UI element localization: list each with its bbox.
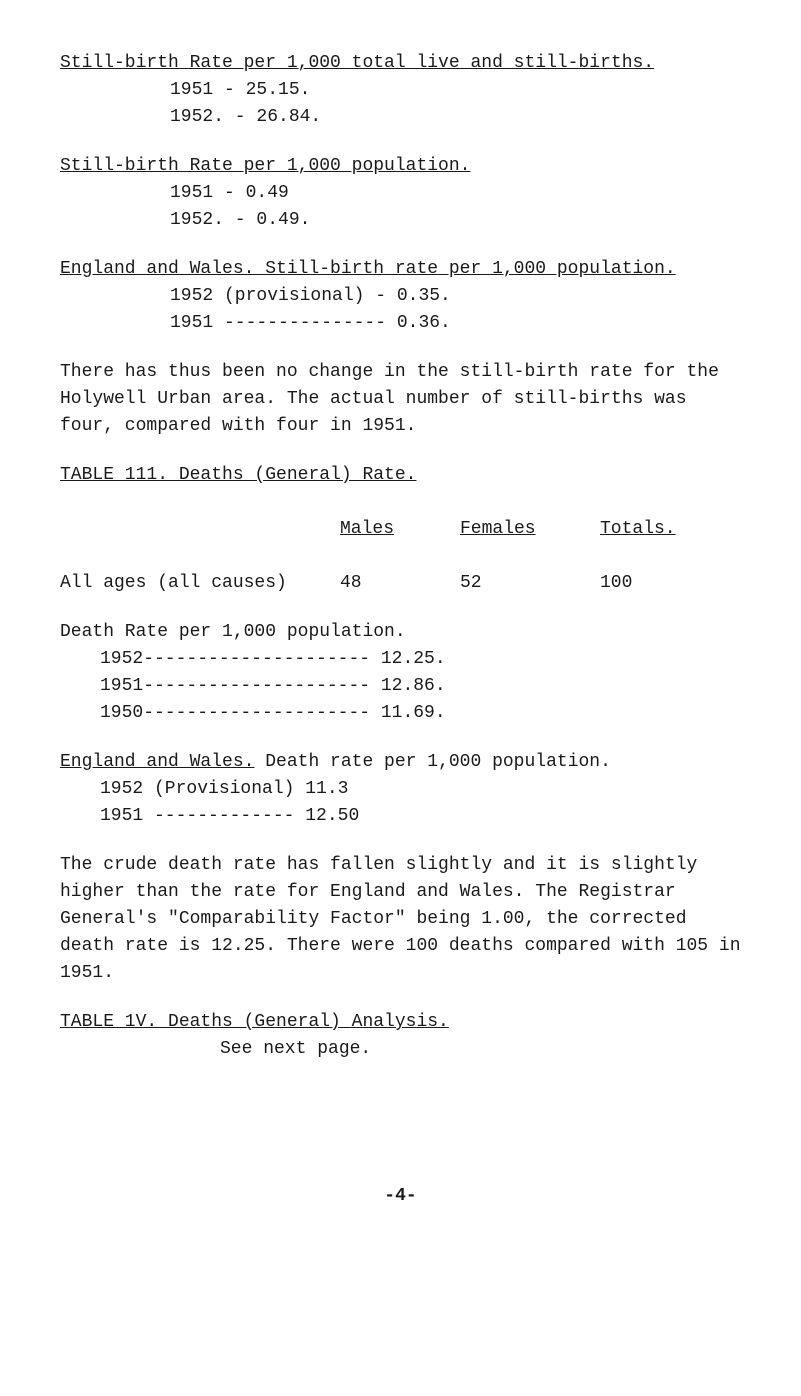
table-heading: TABLE 111. Deaths (General) Rate. [60,462,741,489]
table-header-row: Males Females Totals. [60,516,741,543]
cell-females: 52 [460,570,600,597]
heading-text: Still-birth Rate per 1,000 population. [60,156,470,176]
data-line: 1950--------------------- 11.69. [100,700,741,727]
heading-rest: Death rate per 1,000 population. [254,752,610,772]
data-line: 1952 (provisional) - 0.35. [170,283,741,310]
data-line: 1951 --------------- 0.36. [170,310,741,337]
data-line: 1951 ------------- 12.50 [100,803,741,830]
data-line: 1951--------------------- 12.86. [100,673,741,700]
cell-totals: 100 [600,570,720,597]
cell-males: 48 [340,570,460,597]
data-line: 1951 - 0.49 [170,180,741,207]
row-label: All ages (all causes) [60,570,340,597]
col-header-males: Males [340,519,394,539]
data-line: 1952 (Provisional) 11.3 [100,776,741,803]
page-number: -4- [60,1183,741,1210]
section-heading: England and Wales. Still-birth rate per … [60,256,741,283]
section-heading: Death Rate per 1,000 population. [60,619,741,646]
data-line: 1952. - 0.49. [170,207,741,234]
paragraph: The crude death rate has fallen slightly… [60,852,741,987]
col-header-females: Females [460,519,536,539]
data-line: 1952--------------------- 12.25. [100,646,741,673]
heading-text: Still-birth Rate per 1,000 total live an… [60,53,654,73]
data-line: 1952. - 26.84. [170,104,741,131]
heading-underline: England and Wales. [60,752,254,772]
col-spacer [60,516,340,543]
heading-text: TABLE 1V. Deaths (General) Analysis. [60,1012,449,1032]
section-heading: Still-birth Rate per 1,000 total live an… [60,50,741,77]
data-line: 1951 - 25.15. [170,77,741,104]
paragraph: There has thus been no change in the sti… [60,359,741,440]
table-row: All ages (all causes) 48 52 100 [60,570,741,597]
heading-text: TABLE 111. Deaths (General) Rate. [60,465,416,485]
col-header-totals: Totals. [600,519,676,539]
table-heading: TABLE 1V. Deaths (General) Analysis. [60,1009,741,1036]
see-next-page: See next page. [220,1036,741,1063]
section-heading: Still-birth Rate per 1,000 population. [60,153,741,180]
section-heading: England and Wales. Death rate per 1,000 … [60,749,741,776]
heading-text: England and Wales. Still-birth rate per … [60,259,676,279]
